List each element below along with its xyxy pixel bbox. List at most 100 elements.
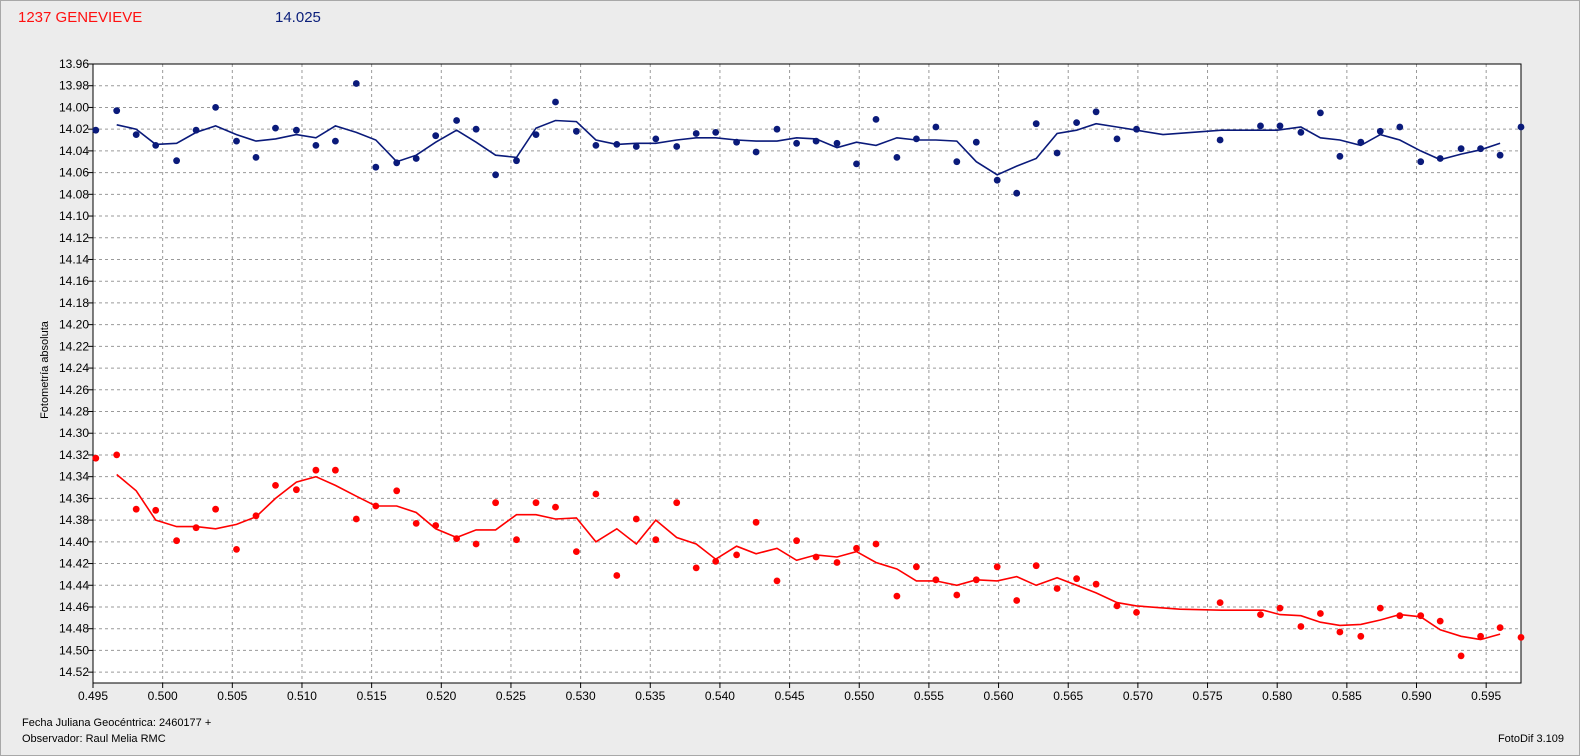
y-tick-label: 14.48 xyxy=(59,622,89,636)
series-1-point xyxy=(752,148,760,156)
series-2-point xyxy=(1276,604,1284,612)
series-1-point xyxy=(192,126,200,134)
series-1-point xyxy=(592,142,600,149)
y-tick-label: 14.34 xyxy=(59,470,89,484)
x-tick-label: 0.525 xyxy=(496,689,526,703)
series-2-point xyxy=(833,559,841,566)
series-2-point xyxy=(352,515,360,523)
series-1-point xyxy=(152,142,160,149)
series-2-point xyxy=(1357,632,1365,640)
y-tick-label: 14.18 xyxy=(59,296,89,310)
software-version: FotoDif 3.109 xyxy=(1497,733,1564,745)
series-2-point xyxy=(233,546,240,553)
series-1-point xyxy=(393,159,401,167)
x-tick-label: 0.495 xyxy=(78,689,108,703)
x-tick-label: 0.575 xyxy=(1193,689,1223,703)
x-tick-label: 0.590 xyxy=(1401,689,1431,703)
y-tick-label: 14.10 xyxy=(59,209,89,223)
series-1-point xyxy=(212,104,220,111)
series-2-point xyxy=(1013,597,1021,604)
series-2-point xyxy=(793,537,800,545)
series-1-point xyxy=(932,123,940,131)
series-1-point xyxy=(1133,125,1140,133)
series-1-point xyxy=(993,176,1001,184)
x-tick-label: 0.585 xyxy=(1332,689,1362,703)
plot-border xyxy=(92,63,1522,684)
series-1-point xyxy=(453,117,460,124)
y-tick-label: 14.06 xyxy=(59,166,89,180)
series-1-point xyxy=(233,137,240,145)
plot-area xyxy=(92,63,1522,684)
series-2-point xyxy=(613,572,621,579)
series-1-point xyxy=(332,137,339,145)
y-axis-label: Fotometría absoluta xyxy=(39,321,51,419)
series-2-trend-line xyxy=(116,473,1501,641)
comparison-magnitude: 14.025 xyxy=(275,9,321,26)
series-2-point xyxy=(1092,580,1100,588)
series-1-point xyxy=(513,157,520,165)
series-2-point xyxy=(312,466,320,474)
series-1-point xyxy=(552,98,559,106)
series-2-point xyxy=(1477,632,1484,640)
series-1-point xyxy=(1276,122,1284,130)
y-tick-label: 14.46 xyxy=(59,600,89,614)
series-2-point xyxy=(932,576,940,584)
series-2-point xyxy=(113,451,121,459)
series-1-point xyxy=(632,143,640,150)
x-tick-label: 0.595 xyxy=(1471,689,1501,703)
x-tick-label: 0.515 xyxy=(357,689,387,703)
series-1-point xyxy=(812,137,820,145)
x-tick-label: 0.570 xyxy=(1123,689,1153,703)
object-name: 1237 GENEVIEVE xyxy=(18,9,143,26)
series-2-point xyxy=(1417,612,1425,620)
y-tick-label: 14.30 xyxy=(59,426,89,440)
series-2-point xyxy=(293,486,300,494)
series-1-point xyxy=(252,154,260,161)
series-2-point xyxy=(1113,602,1121,610)
series-2-point xyxy=(1496,624,1504,631)
series-1-point xyxy=(432,132,440,140)
series-1-point xyxy=(372,163,380,171)
y-tick-label: 14.04 xyxy=(59,144,89,158)
observer-label: Observador: Raul Melia RMC xyxy=(22,733,166,745)
series-2-point xyxy=(1257,611,1264,618)
series-1-point xyxy=(532,131,540,139)
x-tick-label: 0.555 xyxy=(914,689,944,703)
series-1-point xyxy=(472,125,480,133)
x-tick-label: 0.510 xyxy=(287,689,317,703)
y-tick-label: 14.16 xyxy=(59,274,89,288)
y-tick-label: 14.32 xyxy=(59,448,89,462)
series-1-point xyxy=(793,139,800,147)
series-2-point xyxy=(1436,617,1444,625)
y-tick-label: 14.08 xyxy=(59,187,89,201)
x-tick-label: 0.545 xyxy=(775,689,805,703)
series-2-point xyxy=(913,563,920,571)
series-2-point xyxy=(92,454,100,462)
y-tick-label: 14.50 xyxy=(59,643,89,657)
series-2-point xyxy=(132,505,140,513)
series-2-point xyxy=(993,563,1001,571)
series-2-point xyxy=(332,466,339,474)
series-2-point xyxy=(152,506,160,514)
series-2-point xyxy=(412,520,420,527)
x-tick-label: 0.530 xyxy=(566,689,596,703)
series-2-point xyxy=(1396,612,1404,620)
y-tick-label: 14.24 xyxy=(59,361,89,375)
series-2-point xyxy=(513,536,520,544)
series-1-point xyxy=(1396,123,1404,131)
y-tick-label: 14.28 xyxy=(59,405,89,419)
series-1-point xyxy=(893,154,901,161)
series-1-point xyxy=(1013,189,1021,197)
series-2-point xyxy=(372,502,380,510)
series-2-point xyxy=(733,551,740,559)
series-2-point xyxy=(1133,609,1140,616)
x-tick-label: 0.580 xyxy=(1262,689,1292,703)
series-2-point xyxy=(472,540,480,548)
series-2-point xyxy=(972,576,980,584)
series-2-point xyxy=(752,518,760,526)
series-2-point xyxy=(1457,652,1465,660)
series-1-point xyxy=(573,127,580,135)
y-tick-label: 14.02 xyxy=(59,122,89,136)
series-2-point xyxy=(1073,575,1080,583)
